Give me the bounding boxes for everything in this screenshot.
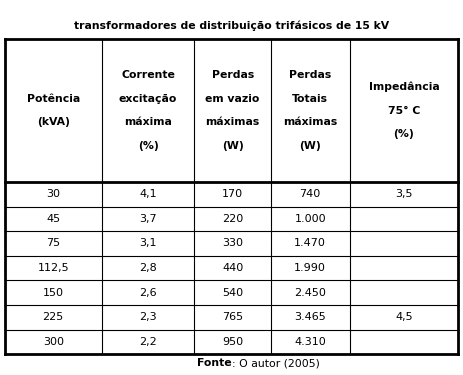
Text: 950: 950 <box>222 337 243 347</box>
Text: 170: 170 <box>222 189 243 199</box>
Text: (kVA): (kVA) <box>37 117 70 128</box>
Text: 220: 220 <box>222 214 243 224</box>
Text: 740: 740 <box>300 189 321 199</box>
Text: 765: 765 <box>222 312 243 322</box>
Text: 3.465: 3.465 <box>294 312 326 322</box>
Text: 75° C: 75° C <box>388 106 420 116</box>
Text: 2,3: 2,3 <box>139 312 157 322</box>
Text: máximas: máximas <box>283 117 338 128</box>
Text: 4,1: 4,1 <box>139 189 157 199</box>
Text: 150: 150 <box>43 288 64 298</box>
Text: 225: 225 <box>43 312 64 322</box>
Text: 540: 540 <box>222 288 243 298</box>
Text: 440: 440 <box>222 263 243 273</box>
Text: 2,8: 2,8 <box>139 263 157 273</box>
Text: Potência: Potência <box>26 94 80 104</box>
Text: transformadores de distribuição trifásicos de 15 kV: transformadores de distribuição trifásic… <box>74 20 389 31</box>
Text: Perdas: Perdas <box>289 70 332 80</box>
Text: excitação: excitação <box>119 94 177 104</box>
Text: 2.450: 2.450 <box>294 288 326 298</box>
Text: (W): (W) <box>222 141 244 151</box>
Text: máximas: máximas <box>206 117 260 128</box>
Text: Impedância: Impedância <box>369 82 439 92</box>
Text: 2,6: 2,6 <box>139 288 157 298</box>
Text: 3,7: 3,7 <box>139 214 157 224</box>
Text: (%): (%) <box>138 141 158 151</box>
Text: 75: 75 <box>46 238 60 249</box>
Text: 3,1: 3,1 <box>139 238 157 249</box>
Text: 1.000: 1.000 <box>294 214 326 224</box>
Text: Corrente: Corrente <box>121 70 175 80</box>
Text: 2,2: 2,2 <box>139 337 157 347</box>
Text: Totais: Totais <box>292 94 328 104</box>
Text: 4.310: 4.310 <box>294 337 326 347</box>
Text: máxima: máxima <box>124 117 172 128</box>
Text: 4,5: 4,5 <box>395 312 413 322</box>
Text: 30: 30 <box>46 189 60 199</box>
Text: Perdas: Perdas <box>212 70 254 80</box>
Text: (W): (W) <box>300 141 321 151</box>
Text: (%): (%) <box>394 129 414 139</box>
Text: : O autor (2005): : O autor (2005) <box>232 358 319 368</box>
Text: 300: 300 <box>43 337 64 347</box>
Text: em vazio: em vazio <box>206 94 260 104</box>
Text: 1.470: 1.470 <box>294 238 326 249</box>
Text: 1.990: 1.990 <box>294 263 326 273</box>
Text: 3,5: 3,5 <box>395 189 413 199</box>
Text: 112,5: 112,5 <box>38 263 69 273</box>
Text: Fonte: Fonte <box>197 358 232 368</box>
Text: 330: 330 <box>222 238 243 249</box>
Text: 45: 45 <box>46 214 60 224</box>
